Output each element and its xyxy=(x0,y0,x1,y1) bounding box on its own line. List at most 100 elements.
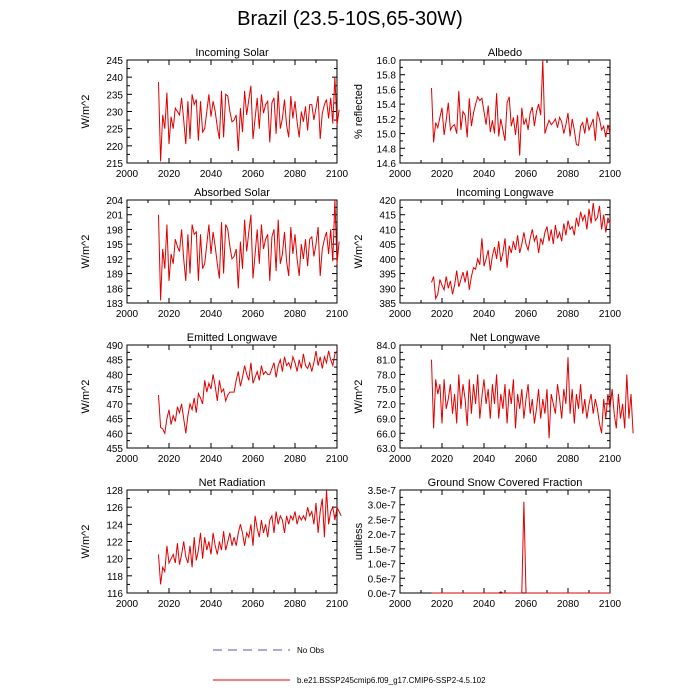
x-tick-label: 2020 xyxy=(431,309,454,320)
y-tick-label: 225 xyxy=(106,125,123,136)
x-tick-label: 2100 xyxy=(599,169,622,180)
y-tick-label: 66.0 xyxy=(377,429,397,440)
y-tick-label: 63.0 xyxy=(377,444,397,455)
plot-frame xyxy=(399,59,611,164)
x-tick-label: 2040 xyxy=(200,169,223,180)
x-tick-label: 2040 xyxy=(473,599,496,610)
y-tick-label: 0.5e-7 xyxy=(368,574,397,585)
plot-frame xyxy=(399,489,611,594)
panel-title: Incoming Longwave xyxy=(456,187,554,199)
y-tick-label: 405 xyxy=(379,240,396,251)
y-tick-label: 400 xyxy=(379,255,396,266)
y-tick-label: 420 xyxy=(379,196,396,207)
y-tick-label: 126 xyxy=(106,503,123,514)
x-tick-label: 2020 xyxy=(158,599,181,610)
x-tick-label: 2060 xyxy=(515,599,538,610)
y-tick-label: 15.4 xyxy=(377,100,397,111)
x-tick-label: 2060 xyxy=(515,309,538,320)
y-axis-label: W/m^2 xyxy=(353,380,365,414)
y-tick-label: 2.5e-7 xyxy=(368,515,397,526)
chart-panel-1: 2000 2020 2040 2060 2080 2100 215 220 225 230 235 2… xyxy=(80,47,349,180)
y-axis-label: W/m^2 xyxy=(80,235,92,269)
series-line xyxy=(158,199,340,301)
chart-panel-8: 2000 2020 2040 2060 2080 2100 0.0e-7 0.5e-7 1.0e… xyxy=(353,477,622,610)
y-tick-label: 183 xyxy=(106,299,123,310)
y-tick-label: 120 xyxy=(106,555,123,566)
legend-obs-label: No Obs xyxy=(297,646,324,655)
y-tick-label: 3.0e-7 xyxy=(368,501,397,512)
x-tick-label: 2000 xyxy=(116,454,139,465)
x-tick-label: 2060 xyxy=(242,454,265,465)
series-line xyxy=(158,489,342,585)
y-tick-label: 204 xyxy=(106,196,123,207)
y-tick-label: 15.0 xyxy=(377,130,397,141)
panel-title: Net Radiation xyxy=(199,477,266,489)
y-tick-label: 485 xyxy=(106,356,123,367)
panel-title: Emitted Longwave xyxy=(187,332,278,344)
y-tick-label: 15.6 xyxy=(377,85,397,96)
y-tick-label: 0.0e-7 xyxy=(368,589,397,600)
y-tick-label: 475 xyxy=(106,385,123,396)
series-line xyxy=(431,59,611,156)
x-tick-label: 2060 xyxy=(515,454,538,465)
y-tick-label: 15.2 xyxy=(377,115,397,126)
x-tick-label: 2020 xyxy=(431,599,454,610)
panel-title: Absorbed Solar xyxy=(194,187,270,199)
y-axis-label: W/m^2 xyxy=(80,95,92,129)
y-tick-label: 118 xyxy=(107,572,123,583)
y-tick-label: 128 xyxy=(106,486,123,497)
y-tick-label: 490 xyxy=(106,341,123,352)
y-tick-label: 81.0 xyxy=(377,356,397,367)
x-tick-label: 2060 xyxy=(242,169,265,180)
panel-title: Incoming Solar xyxy=(195,47,269,59)
x-tick-label: 2100 xyxy=(326,454,349,465)
x-tick-label: 2080 xyxy=(284,169,307,180)
x-tick-label: 2000 xyxy=(116,599,139,610)
plot-frame xyxy=(399,199,611,304)
y-tick-label: 75.0 xyxy=(377,385,397,396)
series-line xyxy=(158,77,340,162)
x-tick-label: 2020 xyxy=(431,169,454,180)
x-tick-label: 2100 xyxy=(326,599,349,610)
chart-panel-3: 2000 2020 2040 2060 2080 2100 183 186 189 192 195 1… xyxy=(80,187,349,320)
x-tick-label: 2040 xyxy=(200,309,223,320)
legend-model-label: b.e21.BSSP245cmip6.f09_g17.CMIP6-SSP2-4.… xyxy=(297,676,486,685)
x-tick-label: 2020 xyxy=(158,309,181,320)
y-tick-label: 122 xyxy=(106,538,123,549)
y-tick-label: 410 xyxy=(379,225,396,236)
y-tick-label: 235 xyxy=(106,90,123,101)
x-tick-label: 2000 xyxy=(389,169,412,180)
y-tick-label: 215 xyxy=(106,159,123,170)
series-line xyxy=(431,202,611,301)
x-tick-label: 2000 xyxy=(389,599,412,610)
x-tick-label: 2000 xyxy=(389,454,412,465)
x-tick-label: 2100 xyxy=(599,309,622,320)
x-tick-label: 2040 xyxy=(473,169,496,180)
chart-panel-2: 2000 2020 2040 2060 2080 2100 14.6 14.8 15.0 15.2… xyxy=(353,47,622,180)
x-tick-label: 2080 xyxy=(284,599,307,610)
x-tick-label: 2000 xyxy=(116,309,139,320)
y-tick-label: 201 xyxy=(106,211,123,222)
x-tick-label: 2040 xyxy=(200,599,223,610)
y-tick-label: 220 xyxy=(106,142,123,153)
y-tick-label: 390 xyxy=(379,284,396,295)
y-tick-label: 240 xyxy=(106,73,123,84)
y-tick-label: 198 xyxy=(106,225,123,236)
y-tick-label: 3.5e-7 xyxy=(368,486,397,497)
y-tick-label: 230 xyxy=(106,108,123,119)
x-tick-label: 2060 xyxy=(242,599,265,610)
panel-title: Ground Snow Covered Fraction xyxy=(428,477,583,489)
y-tick-label: 16.0 xyxy=(377,56,397,67)
y-axis-label: W/m^2 xyxy=(80,380,92,414)
y-axis-label: unitless xyxy=(353,522,365,560)
chart-panel-6: 2000 2020 2040 2060 2080 2100 63.0 66.0 69.0 72.0… xyxy=(353,332,634,465)
y-tick-label: 245 xyxy=(106,56,123,67)
x-tick-label: 2000 xyxy=(116,169,139,180)
chart-panel-7: 2000 2020 2040 2060 2080 2100 116 118 120 122 124 1… xyxy=(80,477,349,610)
x-tick-label: 2020 xyxy=(158,169,181,180)
x-tick-label: 2040 xyxy=(473,309,496,320)
y-tick-label: 69.0 xyxy=(377,415,397,426)
y-tick-label: 465 xyxy=(106,415,123,426)
y-tick-label: 415 xyxy=(379,211,396,222)
